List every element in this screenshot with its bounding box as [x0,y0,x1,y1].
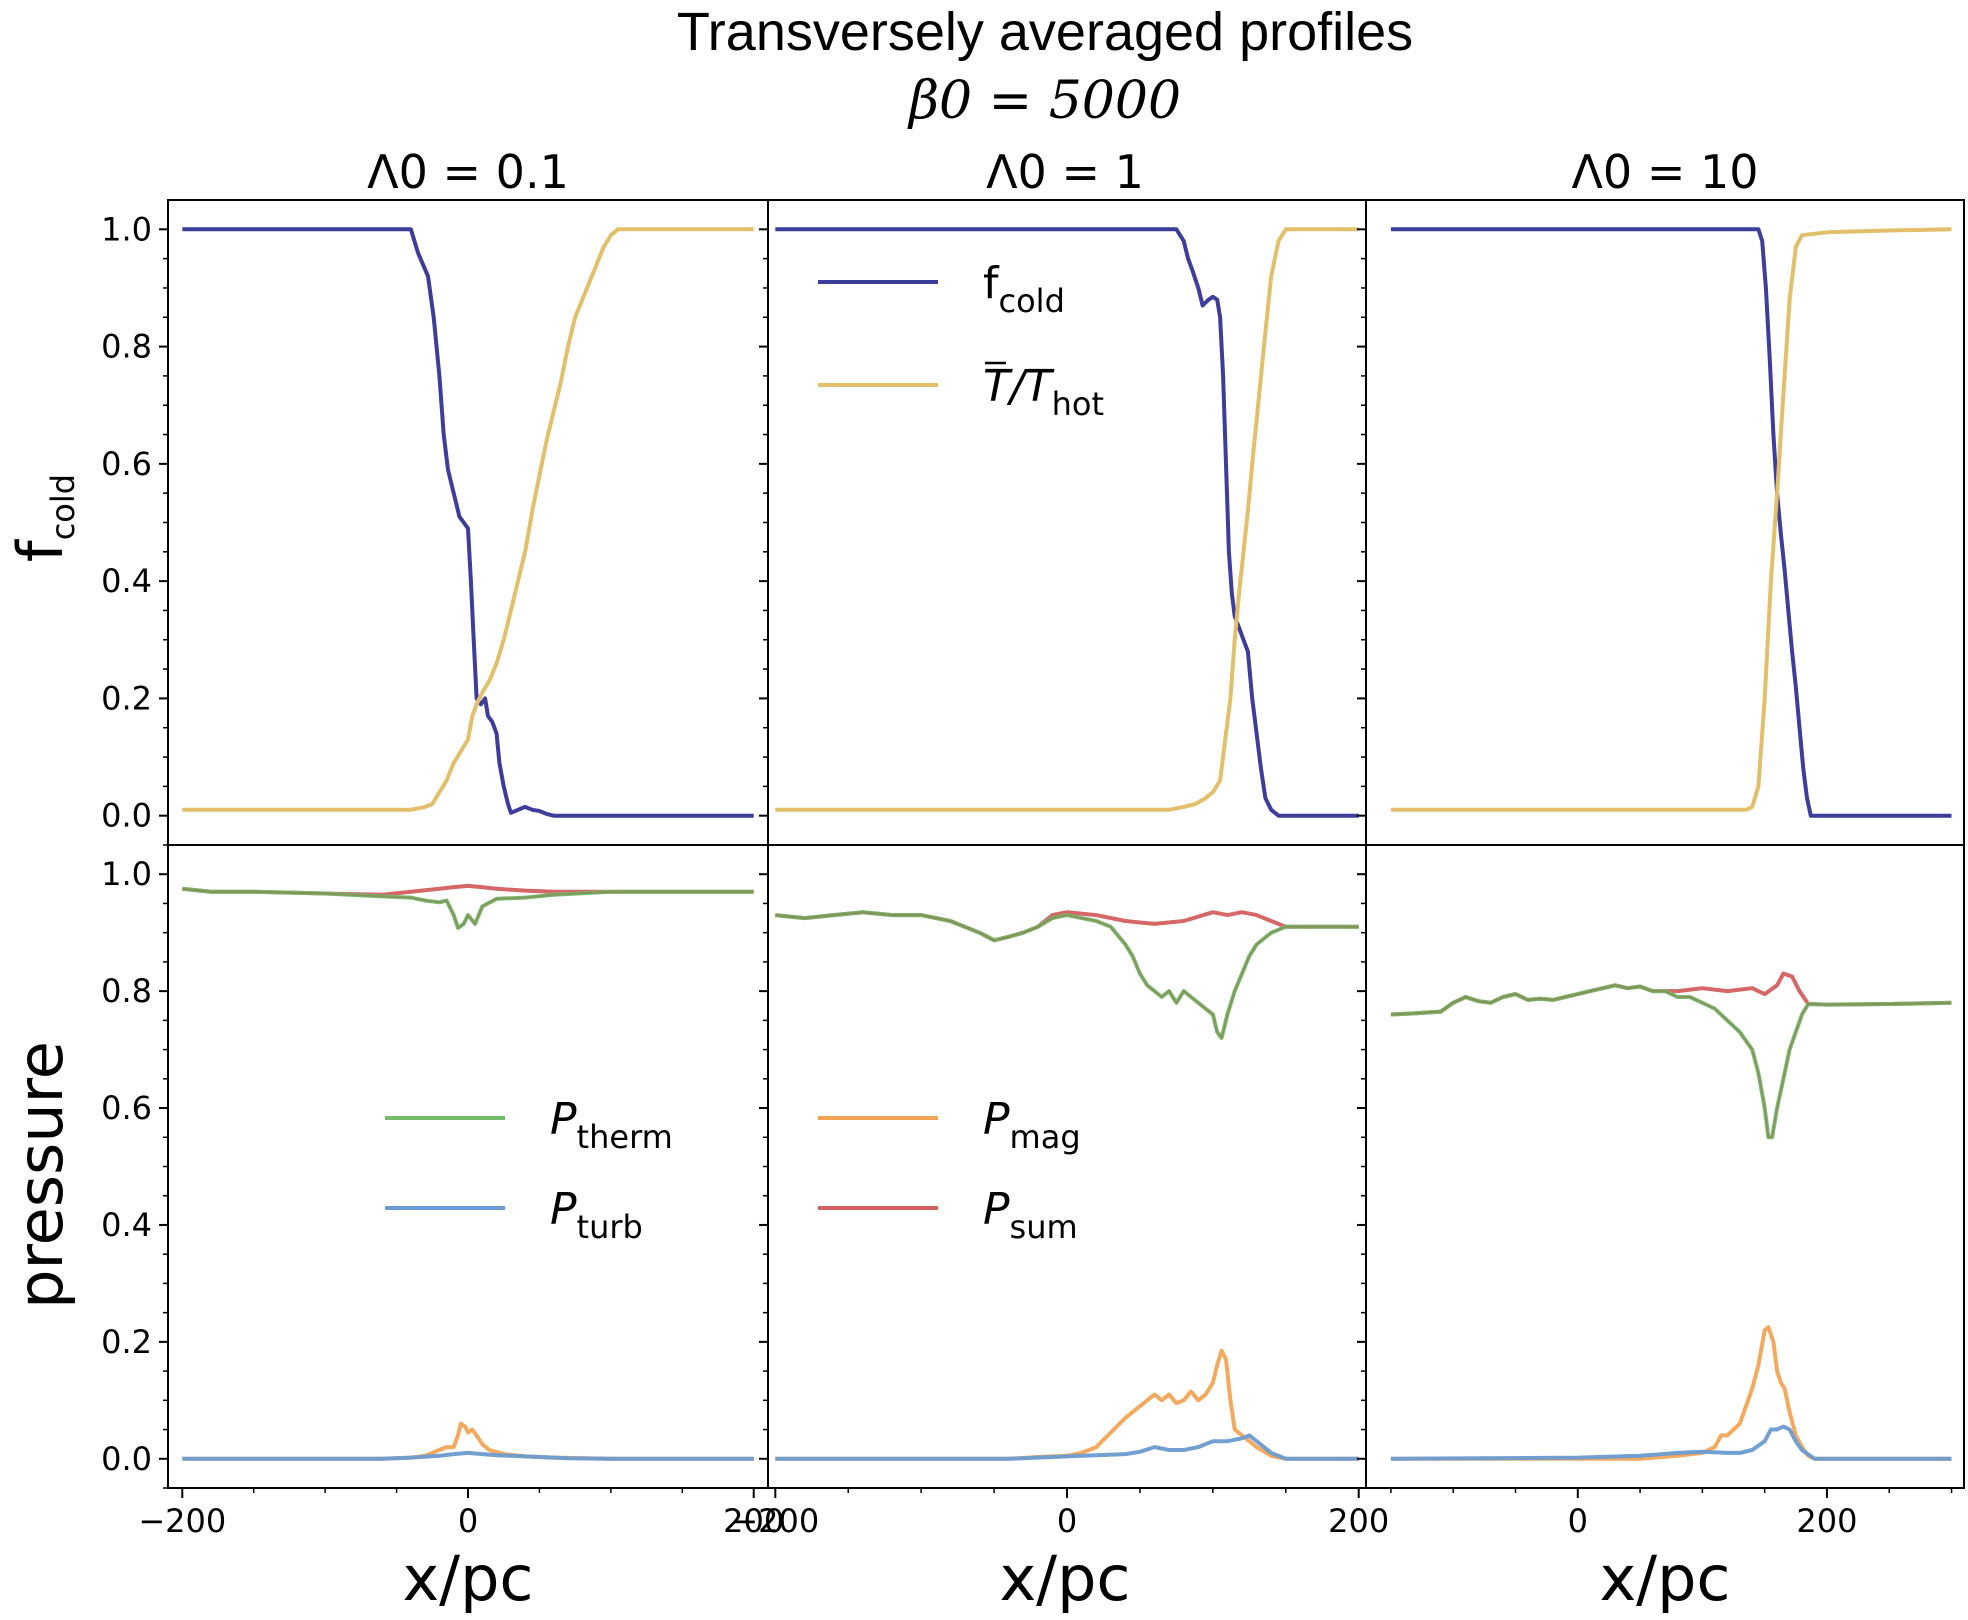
series-line-P_therm-p0-bottom [182,886,754,930]
series-line-P_turb-p0-bottom [182,1450,754,1461]
legend-label-P_mag: Pmag [983,1094,1081,1156]
xtick-label-0-1: 0 [458,1502,478,1540]
legend-label-f_cold: fcold [983,258,1065,320]
series-line-P_therm-p1-bottom [775,910,1359,1040]
xtick-label-0-2: 200 [723,1502,784,1540]
legend-label-P_sum: Psum [983,1184,1078,1246]
axes-frame-1-1 [767,844,1367,1489]
xtick-label-0-0: −200 [138,1502,226,1540]
xtick-label-1-0: −200 [731,1502,819,1540]
xtick-label-2-1: 200 [1796,1502,1857,1540]
overlap-line-p2 [1390,984,1952,1139]
xlabel-0: x/pc [402,1542,533,1615]
xlabel-1: x/pc [999,1542,1130,1615]
ytick-label-1-4: 0.8 [101,972,152,1010]
ylabel-top: fcold [4,474,82,562]
panel-title-2: Λ0 = 10 [1571,145,1758,199]
legend-label-P_therm: Ptherm [550,1094,673,1156]
series-line-f_cold-p2-top [1390,227,1952,818]
ytick-label-0-5: 1.0 [101,210,152,248]
series-line-T_over_Thot-p2-top [1390,227,1952,812]
ytick-label-0-2: 0.4 [101,562,152,600]
ytick-label-0-3: 0.6 [101,445,152,483]
ytick-label-0-1: 0.2 [101,679,152,717]
series-line-P_mag-p1-bottom [775,1348,1359,1461]
panel-title-0: Λ0 = 0.1 [367,145,569,199]
ytick-label-1-1: 0.2 [101,1323,152,1361]
plot-layer: 0.0 0.2 0.4 0.6 0.8 1.0 0.0 0.2 0.4 0.6 0.8 1.0 −200… [101,199,1965,1540]
figure-subtitle: β0 = 5000 [907,71,1181,131]
series-line-P_mag-p2-bottom [1390,1325,1952,1461]
overlap-line-p0 [182,887,754,930]
axes-frame-1-0 [767,199,1367,846]
legend-label-P_turb: Pturb [550,1184,643,1246]
xtick-label-2-0: 0 [1568,1502,1588,1540]
series-line-P_therm-p2-bottom [1390,983,1952,1140]
axes-frame-2-0 [1365,199,1965,846]
panel-title-1: Λ0 = 1 [986,145,1144,199]
series-line-T_over_Thot-p0-top [182,227,754,812]
axes-frame-0-1 [167,844,769,1489]
ytick-label-1-3: 0.6 [101,1089,152,1127]
axes-frame-0-0 [167,199,769,846]
axes-frame-2-1 [1365,844,1965,1489]
ytick-label-1-5: 1.0 [101,855,152,893]
legend-label-T_over_Thot: T/Thot [983,361,1104,423]
ytick-label-1-2: 0.4 [101,1206,152,1244]
ytick-label-0-4: 0.8 [101,328,152,366]
ylabel-bottom: pressure [4,1041,77,1309]
series-line-P_turb-p2-bottom [1390,1424,1952,1461]
series-line-P_turb-p1-bottom [775,1433,1359,1461]
xlabel-2: x/pc [1599,1542,1730,1615]
series-line-f_cold-p1-top [775,227,1359,818]
overlap-line-p1 [775,911,1359,1041]
series-line-T_over_Thot-p1-top [775,227,1359,812]
ytick-label-1-0: 0.0 [101,1440,152,1478]
series-line-f_cold-p0-top [182,227,754,818]
ytick-label-0-0: 0.0 [101,797,152,835]
xtick-label-1-2: 200 [1328,1502,1389,1540]
figure-title: Transversely averaged profiles [677,2,1413,62]
xtick-label-1-1: 0 [1057,1502,1077,1540]
